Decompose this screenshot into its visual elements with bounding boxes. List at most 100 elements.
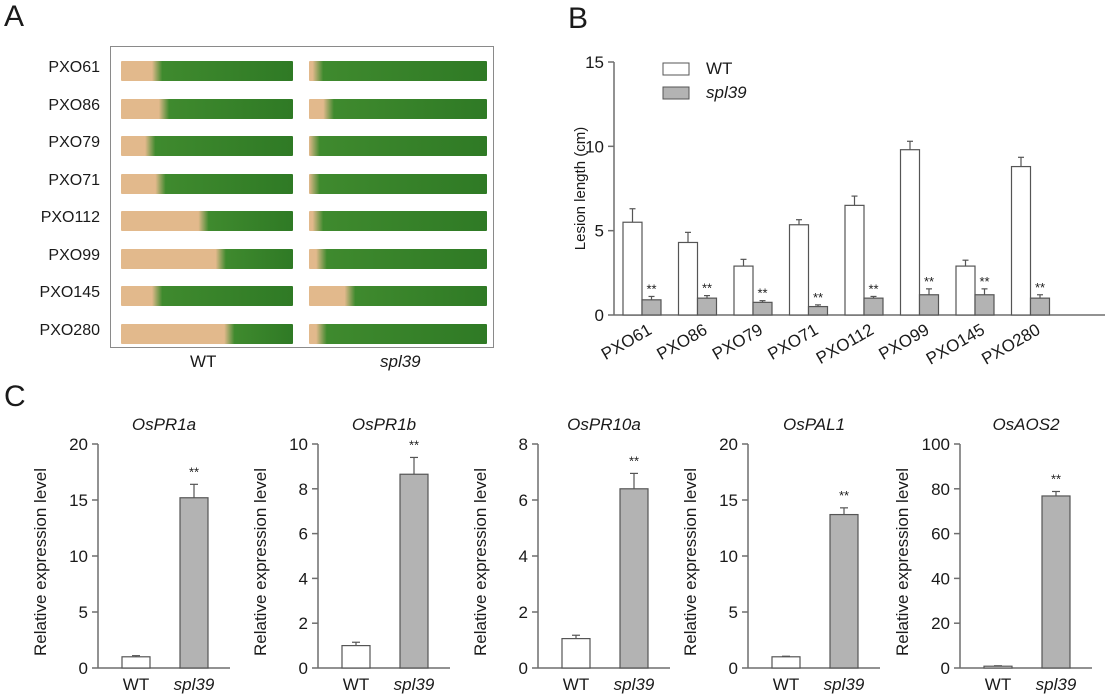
y-tick-label: 20 [719, 435, 738, 454]
panel-letter-a: A [4, 0, 25, 33]
y-axis-title: Relative expression level [31, 468, 50, 656]
significance-mark: ** [629, 453, 639, 468]
x-tick-label: WT [773, 675, 799, 694]
bar-spl39 [1029, 297, 1051, 316]
significance-mark: ** [979, 274, 989, 289]
y-tick-label: 5 [595, 222, 604, 241]
y-tick-label: 60 [931, 525, 950, 544]
y-tick-label: 10 [69, 547, 88, 566]
y-tick-label: 80 [931, 480, 950, 499]
strain-label: PXO86 [48, 96, 100, 114]
leaf-spl39 [309, 61, 487, 81]
bar-spl39 [918, 294, 940, 316]
y-axis-title: Relative expression level [681, 468, 700, 656]
y-tick-label: 10 [719, 547, 738, 566]
leaf-wt [121, 136, 293, 156]
x-tick-label: spl39 [614, 675, 655, 694]
strain-label: PXO99 [48, 246, 100, 264]
y-tick-label: 2 [519, 603, 528, 622]
significance-mark: ** [1035, 280, 1045, 295]
bar-WT [622, 221, 643, 316]
y-tick-label: 5 [729, 603, 738, 622]
leaf-wt [121, 323, 293, 344]
x-tick-label: PXO86 [654, 320, 711, 364]
x-tick-label: WT [123, 675, 149, 694]
lesion-length-chart: 0 5 10 15 Lesion length (cm) WT spl39 ** PXO61 **… [572, 53, 1105, 369]
ospr1a-chart: OsPR1a 0 5 10 15 20 Relative expression level W… [31, 415, 230, 694]
y-tick-label: 4 [299, 569, 308, 588]
bar-WT [341, 645, 371, 669]
x-tick-label: spl39 [824, 675, 865, 694]
y-tick-label: 15 [69, 491, 88, 510]
leaf-spl39 [309, 136, 487, 156]
x-tick-label: WT [343, 675, 369, 694]
panel-letter-c: C [4, 380, 26, 413]
chart-title: OsAOS2 [992, 415, 1060, 434]
x-tick-label: WT [563, 675, 589, 694]
significance-mark: ** [757, 286, 767, 301]
ospr1b-chart: OsPR1b 0 2 4 6 8 10 Relative expression level WT… [251, 415, 450, 694]
osaos2-chart: OsAOS2 0 20 40 60 80 100 Relative expression le… [893, 415, 1092, 694]
bar-spl39 [399, 473, 429, 669]
y-tick-label: 40 [931, 569, 950, 588]
leaf-wt [121, 248, 293, 269]
leaf-spl39 [309, 286, 487, 306]
y-tick-label: 6 [299, 525, 308, 544]
x-tick-label: spl39 [1036, 675, 1077, 694]
x-tick-label: spl39 [174, 675, 215, 694]
y-tick-label: 15 [719, 491, 738, 510]
y-tick-label: 0 [299, 659, 308, 678]
significance-mark: ** [409, 437, 419, 452]
chart-title: OsPAL1 [783, 415, 845, 434]
bar-WT [983, 665, 1013, 669]
bar-spl39 [619, 488, 649, 669]
strain-label: PXO112 [40, 209, 100, 226]
strain-label: PXO79 [48, 134, 100, 151]
bar-WT [899, 149, 921, 316]
legend-swatch-spl39 [662, 86, 690, 100]
strain-label: PXO280 [39, 321, 100, 339]
significance-mark: ** [702, 281, 712, 296]
leaf-wt [121, 286, 293, 306]
x-tick-label: PXO280 [978, 320, 1043, 369]
chart-title: OsPR1a [132, 415, 196, 434]
strain-label: PXO61 [48, 59, 100, 76]
significance-mark: ** [924, 274, 934, 289]
leaf-wt [121, 173, 293, 194]
y-tick-label: 2 [299, 614, 308, 633]
y-axis-title: Relative expression level [251, 468, 270, 656]
leaf-spl39 [309, 98, 487, 119]
y-tick-label: 10 [289, 435, 308, 454]
bar-spl39 [863, 297, 884, 316]
x-tick-label: PXO71 [765, 320, 822, 364]
x-tick-label: PXO79 [709, 320, 766, 364]
y-tick-label: 100 [922, 435, 950, 454]
y-tick-label: 10 [585, 137, 604, 156]
y-tick-label: 4 [519, 547, 528, 566]
bar-WT [771, 656, 801, 669]
significance-mark: ** [868, 281, 878, 296]
y-tick-label: 20 [931, 614, 950, 633]
x-tick-label: PXO145 [923, 320, 988, 369]
panel-letter-b: B [568, 2, 589, 35]
chart-title: OsPR10a [567, 415, 641, 434]
panel-a-leaf-photos: PXO61 PXO86 PXO79 PXO71 PXO112 PXO99 PXO145 PXO… [0, 0, 560, 380]
bar-spl39 [974, 294, 995, 316]
x-tick-label: spl39 [394, 675, 435, 694]
leaf-spl39 [309, 211, 487, 231]
bar-spl39 [829, 513, 859, 669]
bar-WT [733, 265, 754, 316]
y-tick-label: 15 [585, 53, 604, 72]
leaf-wt [121, 211, 293, 231]
bar-spl39 [1041, 495, 1071, 669]
y-tick-label: 0 [519, 659, 528, 678]
column-label-spl39: spl39 [380, 352, 421, 371]
y-tick-label: 5 [79, 603, 88, 622]
leaf-spl39 [309, 248, 487, 269]
legend-swatch-WT [662, 62, 690, 76]
bar-WT [121, 656, 151, 669]
column-label-wt: WT [190, 352, 217, 371]
x-tick-label: PXO99 [876, 320, 933, 364]
bar-WT [1010, 165, 1032, 316]
y-axis-title: Lesion length (cm) [572, 127, 589, 250]
